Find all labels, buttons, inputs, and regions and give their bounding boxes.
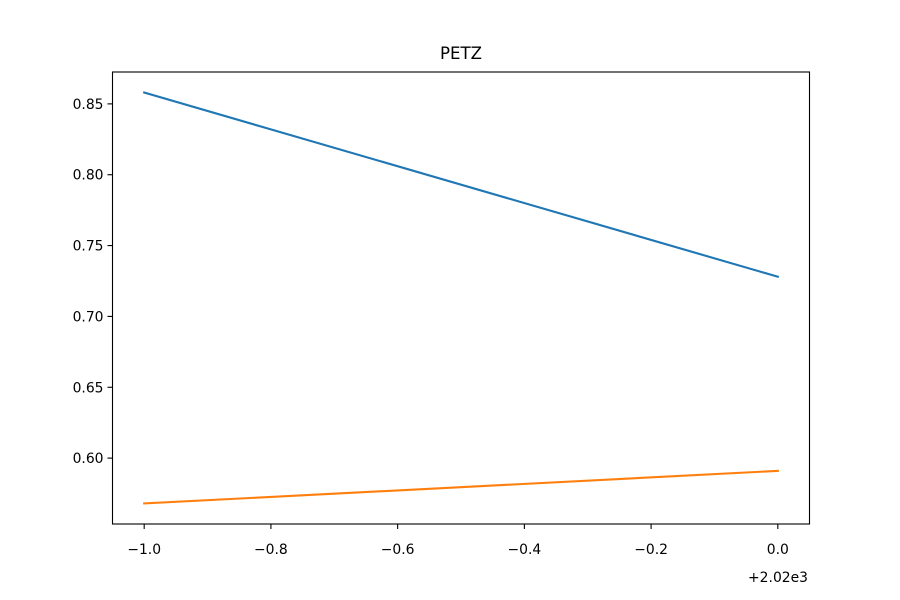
plot-area xyxy=(111,71,811,525)
series-line-1 xyxy=(142,91,780,279)
x-tick-label: −0.2 xyxy=(634,542,668,558)
x-tick-label: −1.0 xyxy=(127,542,161,558)
chart-title: PETZ xyxy=(440,44,482,63)
x-tick-label: −0.6 xyxy=(381,542,415,558)
series-layer xyxy=(142,91,780,505)
y-tick-label: 0.60 xyxy=(73,451,104,467)
x-axis: −1.0 −0.8 −0.6 −0.4 −0.2 0.0 xyxy=(127,524,789,558)
y-tick-label: 0.75 xyxy=(73,239,104,255)
x-axis-offset-label: +2.02e3 xyxy=(748,570,808,586)
series-line-2 xyxy=(143,469,779,505)
y-axis: 0.60 0.65 0.70 0.75 0.80 0.85 xyxy=(73,97,113,467)
x-tick-label: 0.0 xyxy=(767,542,789,558)
y-tick-label: 0.65 xyxy=(73,380,104,396)
axes-frame xyxy=(111,71,811,525)
y-tick-label: 0.85 xyxy=(73,97,104,113)
x-tick-label: −0.8 xyxy=(254,542,288,558)
y-tick-label: 0.80 xyxy=(73,168,104,184)
x-tick-label: −0.4 xyxy=(507,542,541,558)
y-tick-label: 0.70 xyxy=(73,309,104,325)
